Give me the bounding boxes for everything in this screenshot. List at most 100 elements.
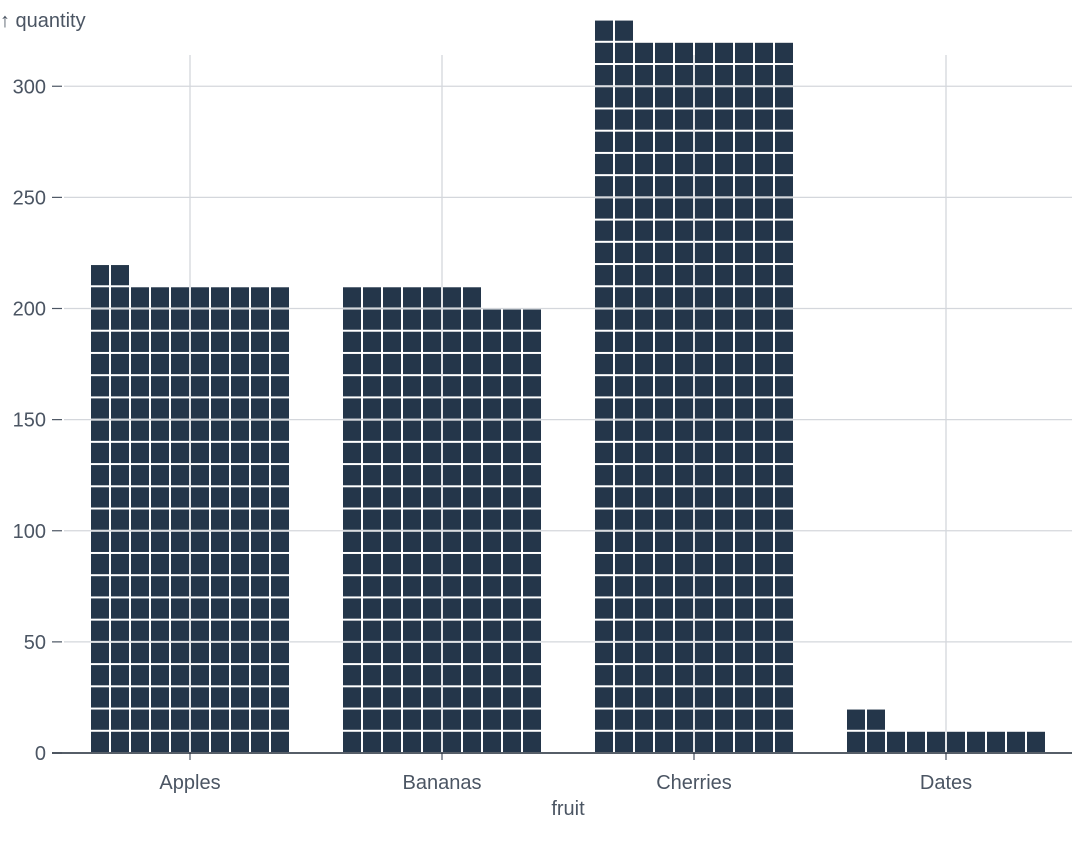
waffle-cell bbox=[675, 553, 693, 575]
waffle-cell bbox=[403, 731, 421, 752]
waffle-cell bbox=[715, 709, 733, 730]
waffle-cell bbox=[775, 642, 793, 664]
waffle-cell bbox=[595, 620, 613, 641]
x-tick-label-apples: Apples bbox=[159, 772, 220, 794]
waffle-cell bbox=[251, 398, 269, 419]
waffle-cell bbox=[423, 598, 441, 619]
waffle-cell bbox=[655, 109, 673, 130]
waffle-cell bbox=[91, 376, 109, 397]
waffle-cell bbox=[403, 531, 421, 552]
waffle-cell bbox=[615, 198, 633, 219]
waffle-cell bbox=[423, 665, 441, 686]
waffle-cell bbox=[131, 309, 149, 330]
y-tick-label-250: 250 bbox=[13, 187, 46, 209]
waffle-cell bbox=[231, 309, 249, 330]
waffle-cell bbox=[211, 598, 229, 619]
waffle-cell bbox=[775, 509, 793, 530]
waffle-cell bbox=[343, 465, 361, 486]
waffle-cell bbox=[483, 420, 501, 441]
waffle-cell bbox=[271, 642, 289, 664]
waffle-cell bbox=[755, 642, 773, 664]
waffle-cell bbox=[423, 553, 441, 575]
waffle-cell bbox=[443, 487, 461, 508]
waffle-cell bbox=[715, 242, 733, 264]
waffle-cell bbox=[595, 465, 613, 486]
waffle-cell bbox=[111, 487, 129, 508]
waffle-cell bbox=[111, 509, 129, 530]
waffle-cell bbox=[755, 420, 773, 441]
waffle-cell bbox=[595, 553, 613, 575]
waffle-cell bbox=[483, 687, 501, 708]
waffle-cell bbox=[403, 709, 421, 730]
waffle-cell bbox=[675, 176, 693, 197]
waffle-cell bbox=[695, 642, 713, 664]
waffle-cell bbox=[655, 220, 673, 241]
waffle-cell bbox=[655, 87, 673, 108]
waffle-cell bbox=[131, 353, 149, 375]
waffle-cell bbox=[171, 398, 189, 419]
waffle-cell bbox=[775, 109, 793, 130]
waffle-cell bbox=[171, 665, 189, 686]
waffle-cell bbox=[615, 153, 633, 175]
waffle-cell bbox=[655, 376, 673, 397]
waffle-cell bbox=[151, 398, 169, 419]
waffle-cell bbox=[231, 398, 249, 419]
waffle-cell bbox=[111, 465, 129, 486]
waffle-cell bbox=[755, 576, 773, 597]
waffle-cell bbox=[775, 620, 793, 641]
waffle-cell bbox=[675, 465, 693, 486]
waffle-cell bbox=[775, 553, 793, 575]
waffle-cell bbox=[635, 398, 653, 419]
waffle-cell bbox=[635, 353, 653, 375]
waffle-cell bbox=[675, 109, 693, 130]
waffle-cell bbox=[211, 687, 229, 708]
waffle-cell bbox=[655, 153, 673, 175]
waffle-cell bbox=[111, 665, 129, 686]
waffle-cell bbox=[775, 309, 793, 330]
waffle-cell bbox=[171, 487, 189, 508]
waffle-cell bbox=[615, 65, 633, 86]
waffle-cell bbox=[443, 442, 461, 464]
waffle-cell bbox=[735, 687, 753, 708]
waffle-cell bbox=[655, 131, 673, 152]
waffle-cell bbox=[211, 442, 229, 464]
waffle-cell bbox=[655, 509, 673, 530]
waffle-cell bbox=[363, 309, 381, 330]
waffle-cell bbox=[615, 487, 633, 508]
waffle-cell bbox=[443, 465, 461, 486]
waffle-cell bbox=[151, 731, 169, 752]
waffle-cell bbox=[615, 376, 633, 397]
waffle-cell bbox=[615, 642, 633, 664]
waffle-cell bbox=[735, 242, 753, 264]
waffle-cell bbox=[443, 420, 461, 441]
waffle-cell bbox=[91, 309, 109, 330]
waffle-cell bbox=[655, 731, 673, 752]
waffle-cell bbox=[715, 642, 733, 664]
waffle-cell bbox=[463, 442, 481, 464]
waffle-cell bbox=[695, 65, 713, 86]
waffle-cell bbox=[423, 620, 441, 641]
waffle-cell bbox=[615, 42, 633, 64]
waffle-cell bbox=[907, 731, 925, 752]
waffle-cell bbox=[91, 465, 109, 486]
waffle-bar-cherries bbox=[595, 20, 793, 752]
waffle-cell bbox=[363, 331, 381, 352]
waffle-cell bbox=[615, 20, 633, 41]
waffle-cell bbox=[735, 87, 753, 108]
waffle-cell bbox=[655, 242, 673, 264]
waffle-cell bbox=[635, 598, 653, 619]
waffle-cell bbox=[635, 87, 653, 108]
waffle-cell bbox=[675, 220, 693, 241]
waffle-cell bbox=[403, 598, 421, 619]
waffle-cell bbox=[91, 420, 109, 441]
waffle-cell bbox=[595, 87, 613, 108]
waffle-cell bbox=[615, 420, 633, 441]
waffle-cell bbox=[151, 420, 169, 441]
waffle-cell bbox=[635, 531, 653, 552]
waffle-cell bbox=[715, 442, 733, 464]
waffle-cell bbox=[735, 376, 753, 397]
waffle-cell bbox=[403, 353, 421, 375]
waffle-cell bbox=[363, 376, 381, 397]
waffle-cell bbox=[171, 576, 189, 597]
